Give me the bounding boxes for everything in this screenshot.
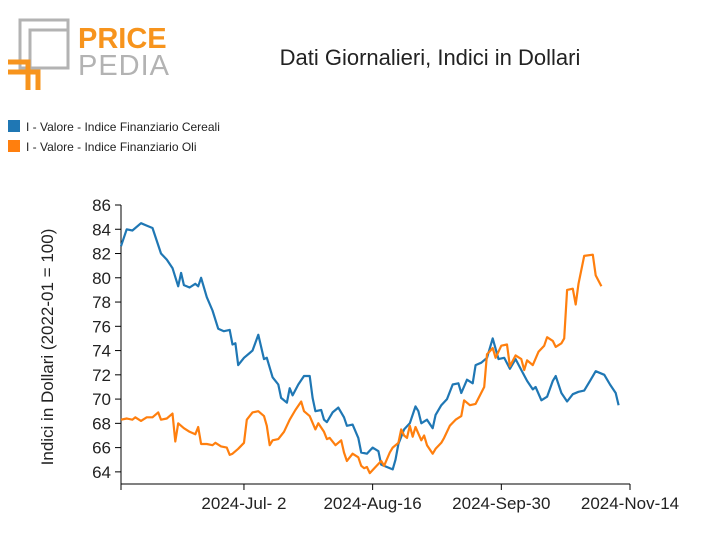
y-tick-label: 80 [92,269,111,288]
legend-swatch-oli [8,140,20,152]
x-tick-label: 2024-Aug-16 [323,494,421,513]
legend: I - Valore - Indice Finanziario Cereali … [8,120,220,154]
plot-area [119,222,620,475]
y-axis-label: Indici in Dollari (2022-01 = 100) [38,229,57,466]
legend-label-oli: I - Valore - Indice Finanziario Oli [26,140,197,154]
series-line-cereali[interactable] [119,222,620,471]
chart-title: Dati Giornalieri, Indici in Dollari [280,45,581,70]
pricepedia-logo[interactable]: PRICE PEDIA [8,18,170,90]
y-tick-label: 74 [92,342,111,361]
y-tick-label: 70 [92,390,111,409]
y-tick-label: 66 [92,439,111,458]
logo-word-pedia: PEDIA [78,50,170,82]
x-tick-label: 2024-Jul- 2 [201,494,286,513]
legend-swatch-cereali [8,120,20,132]
y-tick-label: 82 [92,245,111,264]
y-axis: 64 66 68 70 72 74 76 78 80 82 84 86 [92,196,122,484]
x-tick-label: 2024-Sep-30 [452,494,550,513]
y-tick-label: 78 [92,293,111,312]
x-tick-label: 2024-Nov-14 [581,494,679,513]
logo-mark-icon [8,18,70,90]
logo-word-price: PRICE [78,23,167,55]
legend-item-cereali[interactable]: I - Valore - Indice Finanziario Cereali [8,120,220,134]
legend-item-oli[interactable]: I - Valore - Indice Finanziario Oli [8,140,197,154]
x-axis: 2024-Jul- 2 2024-Aug-16 2024-Sep-30 2024-No… [120,483,679,513]
y-tick-label: 86 [92,196,111,215]
series-line-oli[interactable] [120,253,603,475]
y-tick-label: 68 [92,414,111,433]
legend-label-cereali: I - Valore - Indice Finanziario Cereali [26,120,220,134]
y-tick-label: 76 [92,317,111,336]
y-tick-label: 64 [92,463,111,482]
y-tick-label: 72 [92,366,111,385]
y-tick-label: 84 [92,220,111,239]
